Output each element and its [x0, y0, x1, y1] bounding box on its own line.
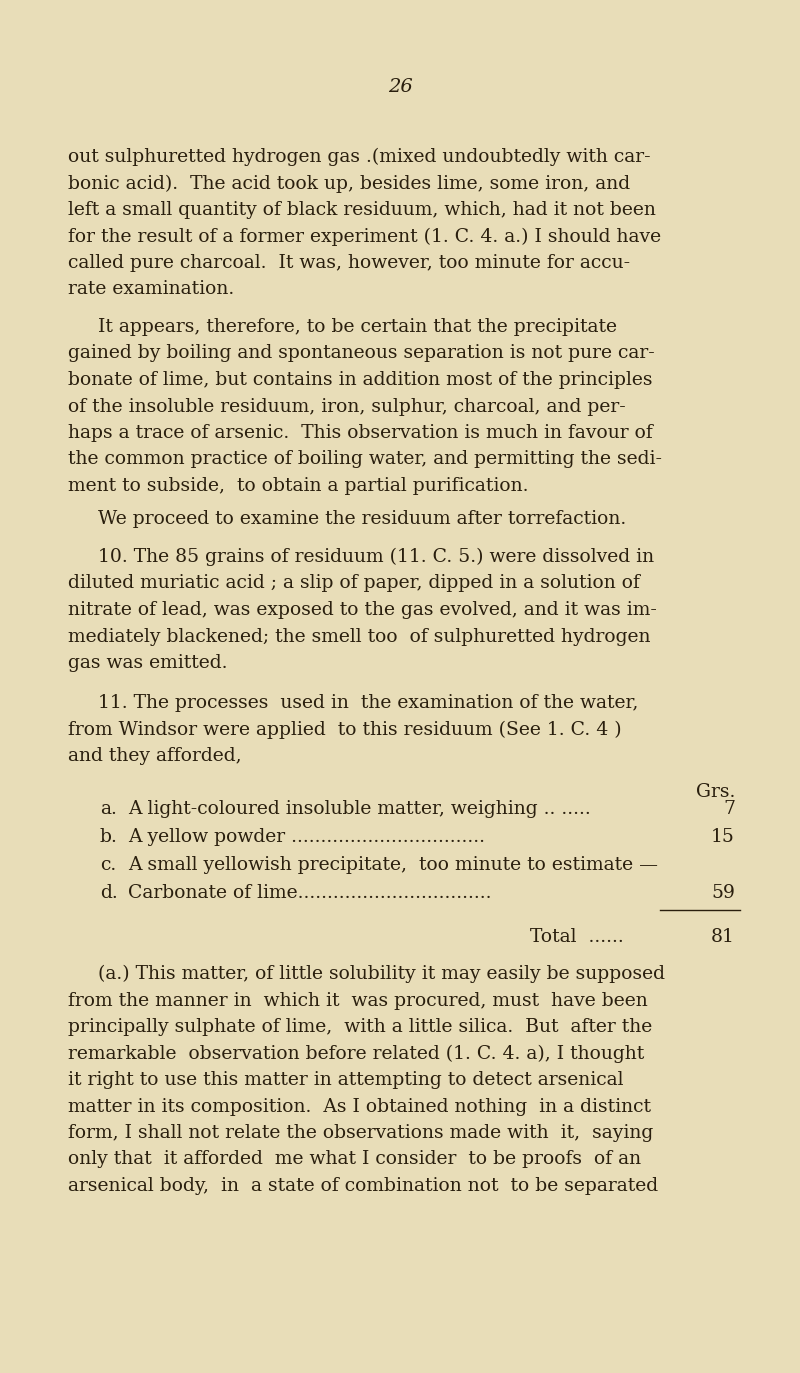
Text: bonate of lime, but contains in addition most of the principles: bonate of lime, but contains in addition…: [68, 371, 653, 389]
Text: 7: 7: [723, 800, 735, 818]
Text: 10. The 85 grains of residuum (11. C. 5.) were dissolved in: 10. The 85 grains of residuum (11. C. 5.…: [98, 548, 654, 566]
Text: A small yellowish precipitate,  too minute to estimate —: A small yellowish precipitate, too minut…: [128, 855, 658, 875]
Text: (a.) This matter, of little solubility it may easily be supposed: (a.) This matter, of little solubility i…: [98, 965, 665, 983]
Text: 59: 59: [711, 884, 735, 902]
Text: only that  it afforded  me what I consider  to be proofs  of an: only that it afforded me what I consider…: [68, 1151, 641, 1168]
Text: gas was emitted.: gas was emitted.: [68, 654, 227, 671]
Text: 81: 81: [711, 928, 735, 946]
Text: bonic acid).  The acid took up, besides lime, some iron, and: bonic acid). The acid took up, besides l…: [68, 174, 630, 192]
Text: out sulphuretted hydrogen gas .(mixed undoubtedly with car-: out sulphuretted hydrogen gas .(mixed un…: [68, 148, 650, 166]
Text: for the result of a former experiment (1. C. 4. a.) I should have: for the result of a former experiment (1…: [68, 228, 661, 246]
Text: form, I shall not relate the observations made with  it,  saying: form, I shall not relate the observation…: [68, 1124, 654, 1142]
Text: 15: 15: [711, 828, 735, 846]
Text: We proceed to examine the residuum after torrefaction.: We proceed to examine the residuum after…: [98, 509, 626, 529]
Text: 26: 26: [388, 78, 412, 96]
Text: b.: b.: [100, 828, 118, 846]
Text: a.: a.: [100, 800, 117, 818]
Text: matter in its composition.  As I obtained nothing  in a distinct: matter in its composition. As I obtained…: [68, 1097, 651, 1115]
Text: and they afforded,: and they afforded,: [68, 747, 242, 765]
Text: It appears, therefore, to be certain that the precipitate: It appears, therefore, to be certain tha…: [98, 319, 617, 336]
Text: rate examination.: rate examination.: [68, 280, 234, 298]
Text: the common practice of boiling water, and permitting the sedi-: the common practice of boiling water, an…: [68, 450, 662, 468]
Text: haps a trace of arsenic.  This observation is much in favour of: haps a trace of arsenic. This observatio…: [68, 424, 653, 442]
Text: c.: c.: [100, 855, 116, 875]
Text: it right to use this matter in attempting to detect arsenical: it right to use this matter in attemptin…: [68, 1071, 623, 1089]
Text: remarkable  observation before related (1. C. 4. a), I thought: remarkable observation before related (1…: [68, 1045, 644, 1063]
Text: A yellow powder .................................: A yellow powder ........................…: [128, 828, 485, 846]
Text: A light-coloured insoluble matter, weighing .. .....: A light-coloured insoluble matter, weigh…: [128, 800, 590, 818]
Text: gained by boiling and spontaneous separation is not pure car-: gained by boiling and spontaneous separa…: [68, 345, 654, 362]
Text: from Windsor were applied  to this residuum (See 1. C. 4 ): from Windsor were applied to this residu…: [68, 721, 622, 739]
Text: from the manner in  which it  was procured, must  have been: from the manner in which it was procured…: [68, 991, 648, 1009]
Text: called pure charcoal.  It was, however, too minute for accu-: called pure charcoal. It was, however, t…: [68, 254, 630, 272]
Text: 11. The processes  used in  the examination of the water,: 11. The processes used in the examinatio…: [98, 693, 638, 713]
Text: arsenical body,  in  a state of combination not  to be separated: arsenical body, in a state of combinatio…: [68, 1177, 658, 1195]
Text: nitrate of lead, was exposed to the gas evolved, and it was im-: nitrate of lead, was exposed to the gas …: [68, 601, 657, 619]
Text: ment to subside,  to obtain a partial purification.: ment to subside, to obtain a partial pur…: [68, 476, 529, 496]
Text: mediately blackened; the smell too  of sulphuretted hydrogen: mediately blackened; the smell too of su…: [68, 627, 650, 645]
Text: Carbonate of lime.................................: Carbonate of lime.......................…: [128, 884, 491, 902]
Text: of the insoluble residuum, iron, sulphur, charcoal, and per-: of the insoluble residuum, iron, sulphur…: [68, 398, 626, 416]
Text: Total  ......: Total ......: [530, 928, 624, 946]
Text: left a small quantity of black residuum, which, had it not been: left a small quantity of black residuum,…: [68, 200, 656, 220]
Text: diluted muriatic acid ; a slip of paper, dipped in a solution of: diluted muriatic acid ; a slip of paper,…: [68, 574, 640, 593]
Text: d.: d.: [100, 884, 118, 902]
Text: principally sulphate of lime,  with a little silica.  But  after the: principally sulphate of lime, with a lit…: [68, 1017, 652, 1037]
Text: Grs.: Grs.: [696, 783, 735, 800]
